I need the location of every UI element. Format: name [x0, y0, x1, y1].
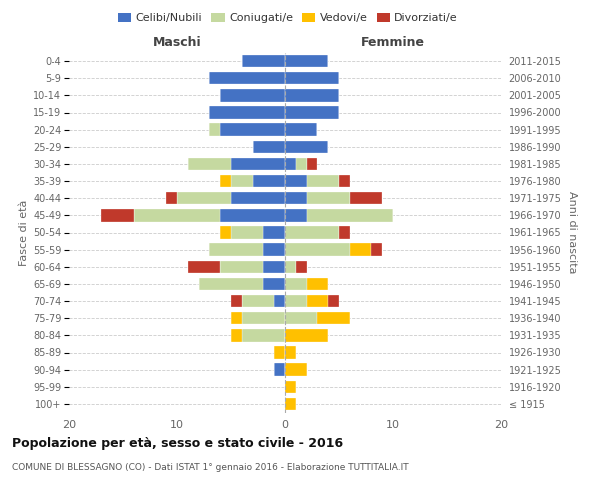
Bar [350, 244, 371, 256]
Bar [188, 158, 231, 170]
Bar [285, 158, 296, 170]
Bar [285, 329, 328, 342]
Bar [285, 175, 307, 187]
Bar [285, 295, 307, 307]
Bar [177, 192, 231, 204]
Bar [231, 175, 253, 187]
Y-axis label: Fasce di età: Fasce di età [19, 200, 29, 266]
Bar [285, 209, 307, 222]
Bar [220, 226, 231, 238]
Bar [350, 192, 382, 204]
Bar [339, 175, 350, 187]
Bar [285, 192, 307, 204]
Bar [339, 226, 350, 238]
Bar [220, 175, 231, 187]
Bar [296, 158, 307, 170]
Bar [285, 244, 350, 256]
Bar [328, 295, 339, 307]
Bar [285, 364, 307, 376]
Bar [242, 55, 285, 67]
Bar [307, 175, 339, 187]
Bar [285, 398, 296, 410]
Bar [274, 295, 285, 307]
Bar [220, 260, 263, 273]
Bar [307, 295, 328, 307]
Bar [209, 106, 285, 118]
Bar [231, 158, 285, 170]
Bar [220, 89, 285, 102]
Y-axis label: Anni di nascita: Anni di nascita [567, 191, 577, 274]
Bar [134, 209, 220, 222]
Bar [263, 278, 285, 290]
Bar [285, 72, 339, 85]
Legend: Celibi/Nubili, Coniugati/e, Vedovi/e, Divorziati/e: Celibi/Nubili, Coniugati/e, Vedovi/e, Di… [113, 8, 463, 28]
Bar [231, 295, 242, 307]
Bar [199, 278, 263, 290]
Bar [285, 226, 339, 238]
Bar [307, 158, 317, 170]
Bar [307, 278, 328, 290]
Bar [188, 260, 220, 273]
Bar [285, 312, 317, 324]
Bar [274, 346, 285, 358]
Bar [285, 124, 317, 136]
Bar [285, 140, 328, 153]
Bar [101, 209, 134, 222]
Bar [285, 346, 296, 358]
Bar [166, 192, 177, 204]
Bar [242, 312, 285, 324]
Bar [296, 260, 307, 273]
Bar [209, 72, 285, 85]
Bar [209, 124, 220, 136]
Bar [253, 175, 285, 187]
Bar [317, 312, 350, 324]
Bar [231, 329, 242, 342]
Bar [371, 244, 382, 256]
Text: Femmine: Femmine [361, 36, 425, 49]
Bar [231, 312, 242, 324]
Bar [231, 192, 285, 204]
Bar [220, 209, 285, 222]
Bar [285, 260, 296, 273]
Bar [253, 140, 285, 153]
Bar [209, 244, 263, 256]
Bar [285, 55, 328, 67]
Bar [263, 260, 285, 273]
Bar [220, 124, 285, 136]
Bar [263, 226, 285, 238]
Bar [307, 192, 350, 204]
Bar [274, 364, 285, 376]
Bar [285, 278, 307, 290]
Bar [307, 209, 393, 222]
Text: COMUNE DI BLESSAGNO (CO) - Dati ISTAT 1° gennaio 2016 - Elaborazione TUTTITALIA.: COMUNE DI BLESSAGNO (CO) - Dati ISTAT 1°… [12, 463, 409, 472]
Text: Maschi: Maschi [152, 36, 202, 49]
Bar [242, 329, 285, 342]
Bar [242, 295, 274, 307]
Bar [285, 89, 339, 102]
Bar [285, 380, 296, 393]
Text: Popolazione per età, sesso e stato civile - 2016: Popolazione per età, sesso e stato civil… [12, 438, 343, 450]
Bar [231, 226, 263, 238]
Bar [285, 106, 339, 118]
Bar [263, 244, 285, 256]
